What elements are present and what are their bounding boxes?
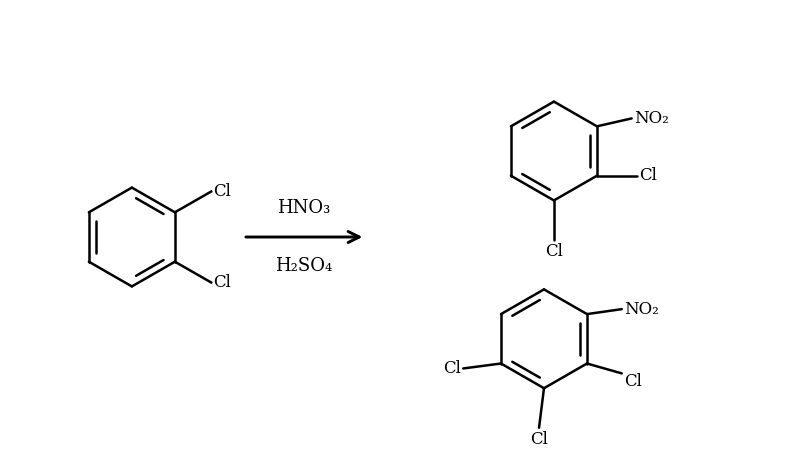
Text: Cl: Cl	[530, 431, 548, 448]
Text: Cl: Cl	[624, 373, 642, 390]
Text: NO₂: NO₂	[634, 110, 669, 127]
Text: Cl: Cl	[545, 243, 563, 260]
Text: Cl: Cl	[213, 183, 231, 200]
Text: Cl: Cl	[638, 167, 657, 184]
Text: Cl: Cl	[443, 360, 462, 377]
Text: H₂SO₄: H₂SO₄	[275, 257, 333, 275]
Text: NO₂: NO₂	[624, 301, 658, 318]
Text: Cl: Cl	[213, 274, 231, 291]
Text: HNO₃: HNO₃	[278, 199, 330, 217]
